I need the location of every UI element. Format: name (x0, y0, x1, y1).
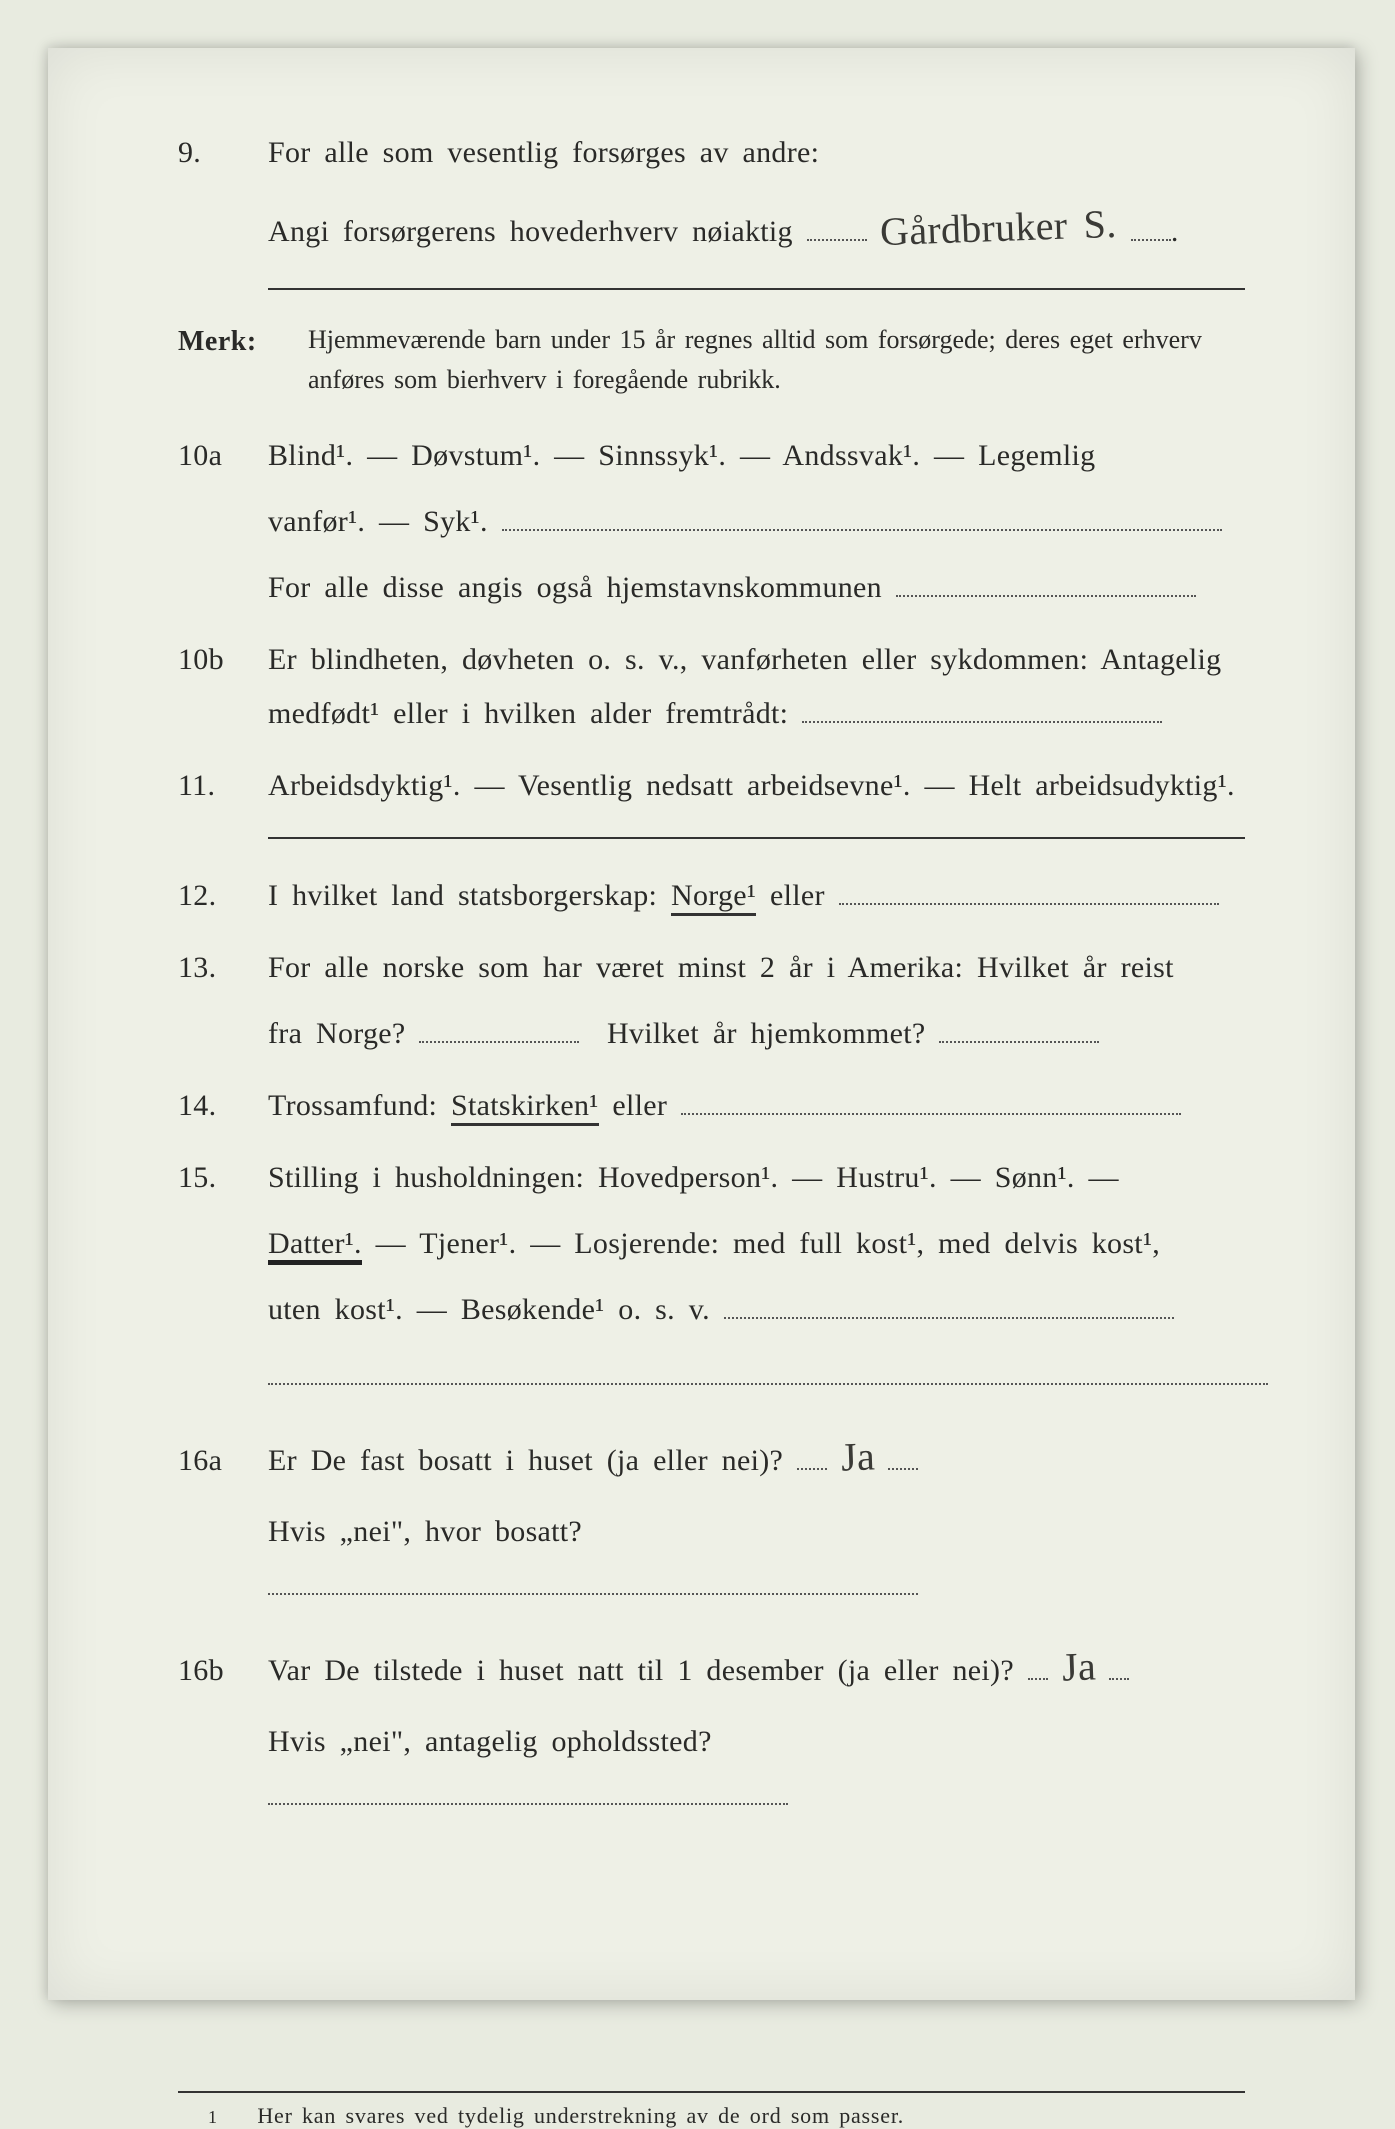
q9-line1: 9. For alle som vesentlig forsørges av a… (178, 126, 1245, 180)
q14: 14. Trossamfund: Statskirken¹ eller (178, 1079, 1245, 1133)
q13-text1: For alle norske som har været minst 2 år… (268, 941, 1245, 995)
q15-underlined: Datter¹. (268, 1227, 362, 1265)
q11: 11. Arbeidsdyktig¹. — Vesentlig nedsatt … (178, 759, 1245, 813)
footnote-number: 1 (208, 2107, 248, 2128)
q10a-number: 10a (178, 429, 268, 483)
q10a-opts1: Blind¹. — Døvstum¹. — Sinnssyk¹. — Andss… (268, 429, 1245, 483)
q16b-number: 16b (178, 1644, 268, 1698)
q12-pre: I hvilket land statsborgerskap: (268, 879, 671, 912)
q15-line1: 15. Stilling i husholdningen: Hovedperso… (178, 1151, 1245, 1205)
footnote-text: Her kan svares ved tydelig understreknin… (257, 2103, 904, 2128)
q9-text1: For alle som vesentlig forsørges av andr… (268, 126, 1245, 180)
q15-text2: — Tjener¹. — Losjerende: med full kost¹,… (376, 1227, 1160, 1260)
blank-space (178, 1841, 1245, 2091)
q12-underlined: Norge¹ (671, 879, 756, 916)
q11-number: 11. (178, 759, 268, 813)
footnote-rule (178, 2091, 1245, 2093)
q13-text2b: Hvilket år hjemkommet? (607, 1017, 926, 1050)
q16b-handwriting: Ja (1060, 1630, 1096, 1703)
q14-number: 14. (178, 1079, 268, 1133)
q10a-line3: For alle disse angis også hjemstavnskomm… (178, 561, 1245, 615)
q10a-line1: 10a Blind¹. — Døvstum¹. — Sinnssyk¹. — A… (178, 429, 1245, 483)
divider-1 (268, 288, 1245, 290)
q16a-handwriting: Ja (840, 1420, 876, 1493)
q16b-line2: Hvis „nei", antagelig opholdssted? (178, 1715, 1245, 1823)
q14-post: eller (612, 1089, 667, 1122)
divider-2 (268, 837, 1245, 839)
q10a-opts2: vanfør¹. — Syk¹. (268, 505, 488, 538)
q13-number: 13. (178, 941, 268, 995)
q9-line2: Angi forsørgerens hovederhverv nøiaktig … (178, 192, 1245, 264)
q13-line2: fra Norge? Hvilket år hjemkommet? (178, 1007, 1245, 1061)
merk-label: Merk: (178, 320, 308, 363)
q10b-number: 10b (178, 633, 268, 687)
q13-line1: 13. For alle norske som har været minst … (178, 941, 1245, 995)
q16a-text1: Er De fast bosatt i huset (ja eller nei)… (268, 1444, 783, 1477)
q16b-line1: 16b Var De tilstede i huset natt til 1 d… (178, 1631, 1245, 1703)
q12-post: eller (770, 879, 825, 912)
q16a-number: 16a (178, 1434, 268, 1488)
q9-label: Angi forsørgerens hovederhverv nøiaktig (268, 215, 793, 248)
q16a-text2: Hvis „nei", hvor bosatt? (268, 1515, 582, 1548)
q14-pre: Trossamfund: (268, 1089, 451, 1122)
merk-note: Merk: Hjemmeværende barn under 15 år reg… (178, 320, 1245, 401)
q12-number: 12. (178, 869, 268, 923)
q13-text2a: fra Norge? (268, 1017, 406, 1050)
q11-text: Arbeidsdyktig¹. — Vesentlig nedsatt arbe… (268, 759, 1245, 813)
q16a-line1: 16a Er De fast bosatt i huset (ja eller … (178, 1421, 1245, 1493)
q14-underlined: Statskirken¹ (451, 1089, 599, 1126)
census-form-page: 9. For alle som vesentlig forsørges av a… (48, 48, 1355, 2000)
q10a-line2: vanfør¹. — Syk¹. (178, 495, 1245, 549)
q15-line2: Datter¹. — Tjener¹. — Losjerende: med fu… (178, 1217, 1245, 1271)
q15-line4 (178, 1349, 1245, 1403)
q15-text3: uten kost¹. — Besøkende¹ o. s. v. (268, 1293, 710, 1326)
q16b-text2: Hvis „nei", antagelig opholdssted? (268, 1725, 712, 1758)
q15-text1: Stilling i husholdningen: Hovedperson¹. … (268, 1151, 1245, 1205)
q16b-text1: Var De tilstede i huset natt til 1 desem… (268, 1654, 1014, 1687)
footnote: 1 Her kan svares ved tydelig understrekn… (178, 2103, 1245, 2129)
q10a-text3: For alle disse angis også hjemstavnskomm… (268, 571, 882, 604)
q16a-line2: Hvis „nei", hvor bosatt? (178, 1505, 1245, 1613)
q12: 12. I hvilket land statsborgerskap: Norg… (178, 869, 1245, 923)
merk-text: Hjemmeværende barn under 15 år regnes al… (308, 320, 1245, 401)
q10b-text: Er blindheten, døvheten o. s. v., vanfør… (268, 643, 1221, 730)
q9-handwriting: Gårdbruker S. (879, 188, 1118, 268)
q9-number: 9. (178, 126, 268, 180)
q15-number: 15. (178, 1151, 268, 1205)
q10b: 10b Er blindheten, døvheten o. s. v., va… (178, 633, 1245, 741)
q15-line3: uten kost¹. — Besøkende¹ o. s. v. (178, 1283, 1245, 1337)
